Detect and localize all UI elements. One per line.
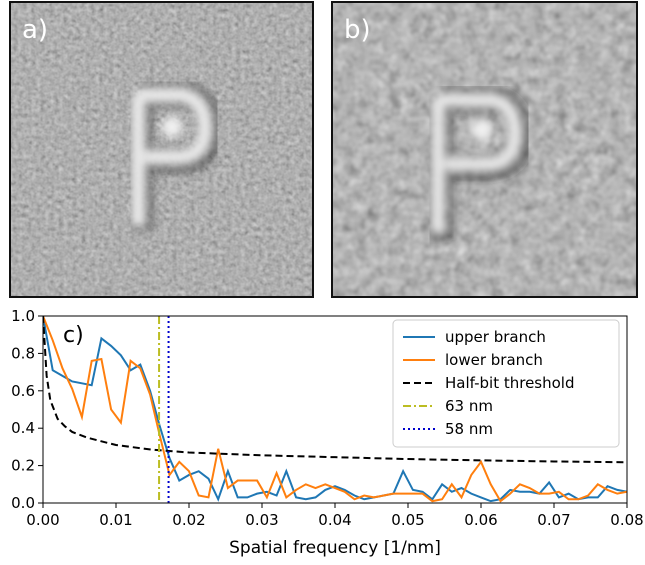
x-tick-label: 0.00 bbox=[26, 511, 59, 529]
series-line bbox=[43, 316, 627, 503]
legend-box bbox=[392, 319, 620, 448]
image-b: b) bbox=[331, 1, 638, 298]
legend-label: 58 nm bbox=[445, 420, 493, 438]
x-tick-label: 0.05 bbox=[391, 511, 424, 529]
legend-label: lower branch bbox=[445, 351, 543, 369]
legend-label: upper branch bbox=[445, 328, 546, 346]
panel-label: b) bbox=[344, 15, 371, 45]
plot-frame bbox=[42, 315, 628, 504]
series-line bbox=[43, 316, 627, 503]
y-tick-label: 0.2 bbox=[11, 457, 35, 475]
x-axis-label: Spatial frequency [1/nm] bbox=[229, 538, 441, 558]
legend-label: Half-bit threshold bbox=[445, 374, 575, 392]
x-tick-label: 0.07 bbox=[537, 511, 570, 529]
y-tick-label: 0.0 bbox=[11, 494, 35, 512]
x-tick-label: 0.02 bbox=[172, 511, 205, 529]
x-tick-label: 0.06 bbox=[464, 511, 497, 529]
chart: 0.0 0.2 0.4 0.6 0.8 1.0 0.00 0.01 0.02 0.03 0.04 0.… bbox=[11, 307, 644, 558]
legend-label: 63 nm bbox=[445, 397, 493, 415]
x-tick-label: 0.08 bbox=[610, 511, 643, 529]
y-tick-label: 1.0 bbox=[11, 307, 35, 325]
panel-label: c) bbox=[63, 323, 84, 348]
series-line bbox=[43, 316, 627, 464]
y-tick-label: 0.4 bbox=[11, 419, 35, 437]
y-tick-label: 0.6 bbox=[11, 382, 35, 400]
y-tick-label: 0.8 bbox=[11, 344, 35, 362]
panel-label: a) bbox=[22, 15, 48, 45]
image-a: a) bbox=[9, 1, 314, 298]
x-tick-label: 0.03 bbox=[245, 511, 278, 529]
plot-area bbox=[43, 316, 627, 503]
x-tick-label: 0.01 bbox=[99, 511, 132, 529]
x-tick-label: 0.04 bbox=[318, 511, 351, 529]
